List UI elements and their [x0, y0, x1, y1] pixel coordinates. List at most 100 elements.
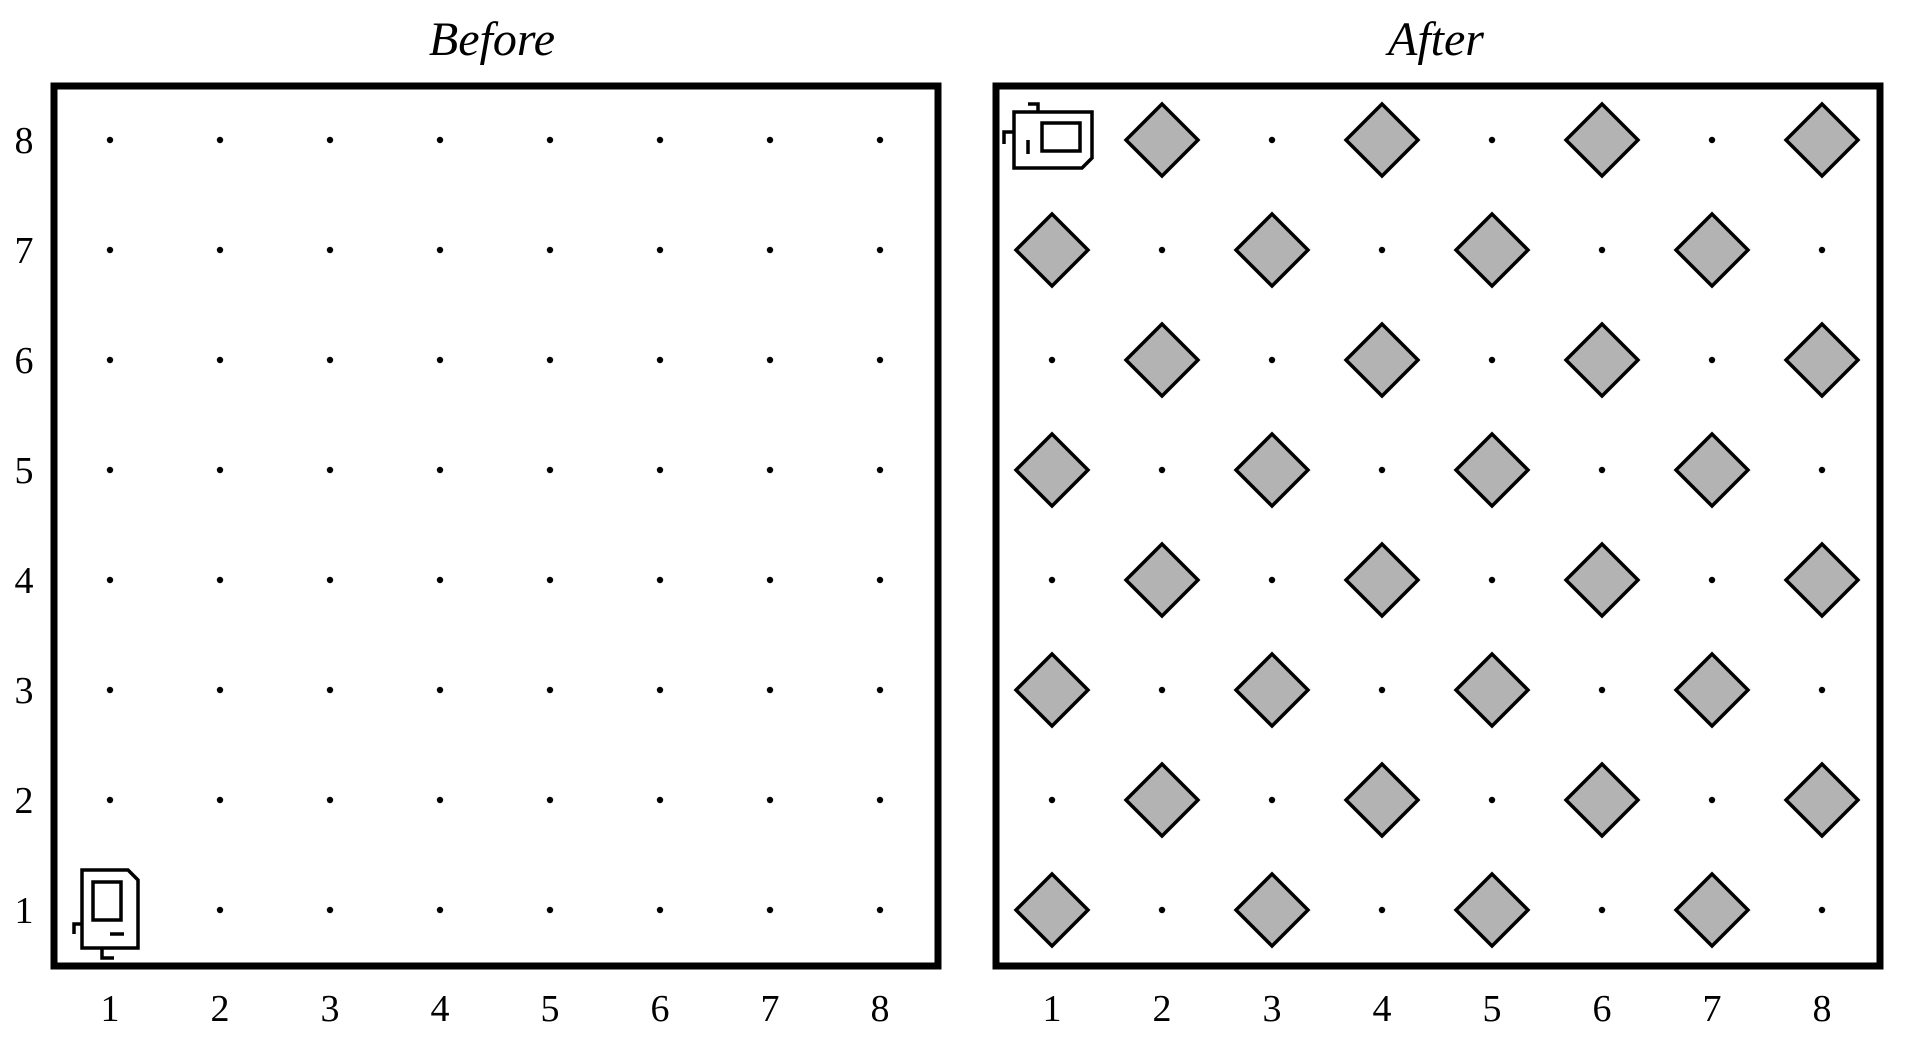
column-label-2: 2 [211, 988, 230, 1030]
corner-dot [1488, 576, 1496, 584]
beeper-8-6 [1783, 321, 1861, 399]
corner-dot [546, 906, 554, 914]
robot-icon [1002, 102, 1094, 170]
corner-dot [1268, 356, 1276, 364]
corner-dot [876, 356, 884, 364]
beeper-6-2 [1563, 761, 1641, 839]
column-label-8: 8 [871, 988, 890, 1030]
column-label-5: 5 [541, 988, 560, 1030]
corner-dot [876, 576, 884, 584]
corner-dot [1598, 466, 1606, 474]
corner-dot [1048, 356, 1056, 364]
corner-dot [436, 246, 444, 254]
corner-dot [876, 906, 884, 914]
corner-dot [216, 466, 224, 474]
corner-dot [1158, 466, 1166, 474]
corner-dot [1818, 466, 1826, 474]
corner-dot [1268, 796, 1276, 804]
corner-dot [766, 686, 774, 694]
beeper-1-7 [1013, 211, 1091, 289]
corner-dot [106, 686, 114, 694]
corner-dot [656, 466, 664, 474]
corner-dot [1048, 796, 1056, 804]
beeper-5-5 [1453, 431, 1531, 509]
corner-dot [326, 466, 334, 474]
beeper-1-5 [1013, 431, 1091, 509]
corner-dot [1598, 686, 1606, 694]
corner-dot [766, 906, 774, 914]
beeper-7-5 [1673, 431, 1751, 509]
beeper-4-8 [1343, 101, 1421, 179]
corner-dot [1268, 576, 1276, 584]
beeper-1-3 [1013, 651, 1091, 729]
column-label-3: 3 [1263, 988, 1282, 1030]
beeper-1-1 [1013, 871, 1091, 949]
corner-dot [436, 466, 444, 474]
corner-dot [1158, 246, 1166, 254]
beeper-2-4 [1123, 541, 1201, 619]
corner-dot [766, 796, 774, 804]
corner-dot [106, 796, 114, 804]
beeper-4-2 [1343, 761, 1421, 839]
corner-dot [216, 246, 224, 254]
beeper-7-7 [1673, 211, 1751, 289]
corner-dot [1378, 246, 1386, 254]
row-label-1: 1 [15, 890, 34, 932]
row-label-6: 6 [15, 340, 34, 382]
corner-dot [106, 466, 114, 474]
corner-dot [436, 686, 444, 694]
corner-dot [106, 356, 114, 364]
row-label-8: 8 [15, 120, 34, 162]
corner-dot [1158, 686, 1166, 694]
beeper-7-1 [1673, 871, 1751, 949]
corner-dot [326, 906, 334, 914]
corner-dot [656, 136, 664, 144]
row-label-7: 7 [15, 230, 34, 272]
corner-dot [1048, 576, 1056, 584]
corner-dot [766, 576, 774, 584]
corner-dot [876, 466, 884, 474]
beeper-8-4 [1783, 541, 1861, 619]
corner-dot [436, 796, 444, 804]
corner-dot [1598, 246, 1606, 254]
corner-dot [1708, 136, 1716, 144]
corner-dot [1818, 246, 1826, 254]
corner-dot [766, 246, 774, 254]
corner-dot [1488, 796, 1496, 804]
corner-dot [656, 906, 664, 914]
after-title: After [1385, 13, 1484, 66]
corner-dot [106, 576, 114, 584]
corner-dot [326, 796, 334, 804]
corner-dot [1708, 796, 1716, 804]
column-label-4: 4 [1373, 988, 1392, 1030]
corner-dot [326, 136, 334, 144]
before-title: Before [429, 13, 555, 66]
beeper-3-3 [1233, 651, 1311, 729]
corner-dot [546, 466, 554, 474]
corner-dot [546, 796, 554, 804]
beeper-2-8 [1123, 101, 1201, 179]
column-label-6: 6 [651, 988, 670, 1030]
corner-dot [1378, 906, 1386, 914]
corner-dot [656, 246, 664, 254]
column-label-8: 8 [1813, 988, 1832, 1030]
corner-dot [1158, 906, 1166, 914]
corner-dot [546, 356, 554, 364]
corner-dot [216, 136, 224, 144]
corner-dot [1708, 576, 1716, 584]
corner-dot [436, 906, 444, 914]
corner-dot [216, 576, 224, 584]
beeper-8-2 [1783, 761, 1861, 839]
robot-icon [72, 868, 140, 960]
beeper-6-8 [1563, 101, 1641, 179]
corner-dot [1818, 686, 1826, 694]
corner-dot [656, 356, 664, 364]
row-label-5: 5 [15, 450, 34, 492]
beeper-5-1 [1453, 871, 1531, 949]
corner-dot [1708, 356, 1716, 364]
row-label-2: 2 [15, 780, 34, 822]
corner-dot [766, 466, 774, 474]
beeper-3-1 [1233, 871, 1311, 949]
beeper-6-4 [1563, 541, 1641, 619]
